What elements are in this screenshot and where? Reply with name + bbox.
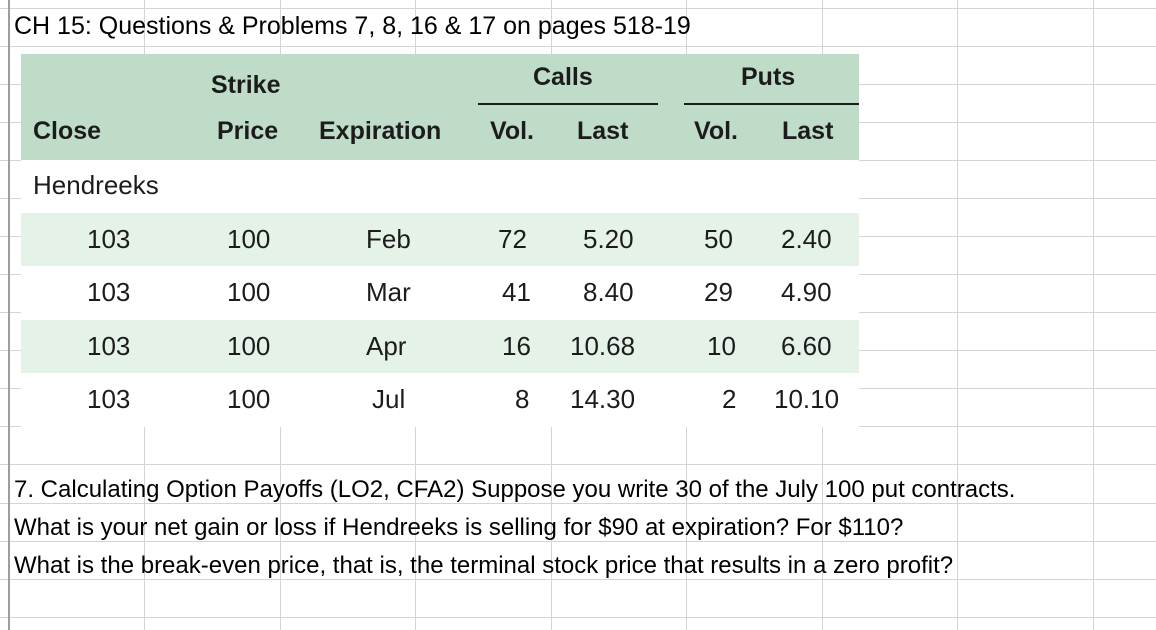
grid-row-line xyxy=(0,579,1156,580)
cell-puts-last: 2.40 xyxy=(781,224,832,254)
col-header-puts-vol: Vol. xyxy=(694,117,738,145)
cell-puts-vol: 10 xyxy=(707,331,736,361)
grid-row-line xyxy=(0,617,1156,618)
col-header-price: Price xyxy=(217,117,279,145)
grid-col-line xyxy=(957,0,958,630)
option-quote-table: Strike Calls Puts Close Price Expiration… xyxy=(21,54,859,427)
cell-expiration: Feb xyxy=(366,224,411,254)
cell-expiration: Mar xyxy=(366,277,411,307)
grid-row-line xyxy=(0,541,1156,542)
cell-close: 103 xyxy=(87,277,131,307)
cell-puts-vol: 29 xyxy=(704,277,733,307)
cell-puts-vol: 50 xyxy=(704,224,733,254)
col-header-calls-last: Last xyxy=(577,117,629,145)
cell-strike: 100 xyxy=(227,384,271,414)
grid-col-line xyxy=(1093,0,1094,630)
question-line: 7. Calculating Option Payoffs (LO2, CFA2… xyxy=(14,476,1016,503)
cell-calls-last: 5.20 xyxy=(583,224,634,254)
table-header: Strike Calls Puts Close Price Expiration… xyxy=(21,54,859,160)
col-header-calls-vol: Vol. xyxy=(490,117,534,145)
grid-row-line xyxy=(0,46,1156,47)
cell-calls-last: 10.68 xyxy=(570,331,636,361)
cell-puts-last: 6.60 xyxy=(781,331,832,361)
cell-puts-last: 4.90 xyxy=(781,277,832,307)
table-row: 103 100 Mar 41 8.40 29 4.90 xyxy=(21,266,859,319)
cell-calls-last: 14.30 xyxy=(570,384,636,414)
question-line: What is the break-even price, that is, t… xyxy=(14,552,954,579)
cell-puts-vol: 2 xyxy=(722,384,737,414)
cell-calls-vol: 41 xyxy=(502,277,531,307)
sheet-left-border xyxy=(8,0,10,630)
strike-header: Strike xyxy=(211,71,281,99)
col-header-expiration: Expiration xyxy=(319,117,442,145)
cell-calls-vol: 72 xyxy=(498,224,527,254)
col-header-puts-last: Last xyxy=(782,117,834,145)
grid-row-line xyxy=(0,8,1156,9)
puts-underline xyxy=(684,103,859,105)
cell-strike: 100 xyxy=(227,277,271,307)
calls-underline xyxy=(478,103,658,105)
company-label: Hendreeks xyxy=(33,170,159,200)
cell-expiration: Apr xyxy=(366,331,407,361)
cell-close: 103 xyxy=(87,384,131,414)
cell-close: 103 xyxy=(87,224,131,254)
question-line: What is your net gain or loss if Hendree… xyxy=(14,514,904,541)
col-header-close: Close xyxy=(33,117,102,145)
cell-strike: 100 xyxy=(227,331,271,361)
cell-strike: 100 xyxy=(227,224,271,254)
grid-row-line xyxy=(0,464,1156,465)
table-row: 103 100 Feb 72 5.20 50 2.40 xyxy=(21,213,859,266)
grid-row-line xyxy=(0,503,1156,504)
calls-group-header: Calls xyxy=(533,63,593,91)
table-row: 103 100 Apr 16 10.68 10 6.60 xyxy=(21,320,859,373)
question-text: 7. Calculating Option Payoffs (LO2, CFA2… xyxy=(14,471,1144,585)
puts-group-header: Puts xyxy=(741,63,796,91)
sheet-title: CH 15: Questions & Problems 7, 8, 16 & 1… xyxy=(14,12,691,40)
cell-calls-vol: 8 xyxy=(515,384,530,414)
cell-expiration: Jul xyxy=(372,384,406,414)
cell-calls-vol: 16 xyxy=(502,331,531,361)
cell-puts-last: 10.10 xyxy=(774,384,840,414)
table-row: 103 100 Jul 8 14.30 2 10.10 xyxy=(21,373,859,426)
cell-close: 103 xyxy=(87,331,131,361)
cell-calls-last: 8.40 xyxy=(583,277,634,307)
